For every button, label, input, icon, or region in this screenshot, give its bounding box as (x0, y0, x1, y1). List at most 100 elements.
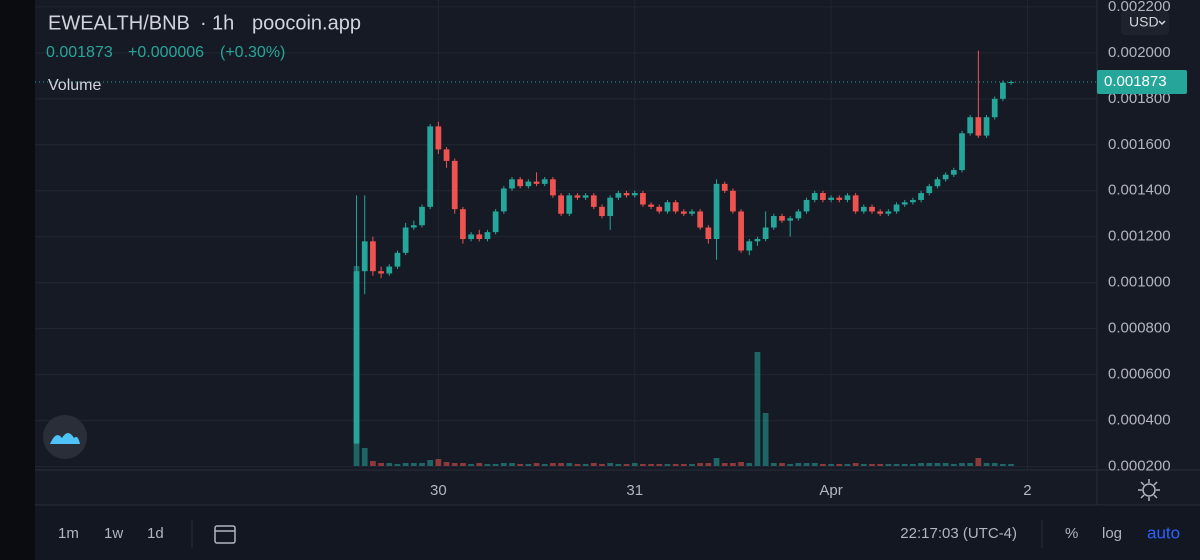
y-tick-label: 0.002000 (1108, 44, 1171, 61)
volume-bar (918, 463, 924, 466)
symbol: EWEALTH/BNB (48, 12, 190, 34)
candle-body (378, 271, 384, 274)
candle-body (394, 252, 401, 267)
volume-bar (541, 464, 548, 466)
volume-bar (631, 463, 638, 466)
candle-body (901, 202, 908, 205)
candle-body (770, 216, 777, 228)
candle-body (730, 190, 736, 212)
source: poocoin.app (252, 12, 361, 34)
volume-bar (779, 463, 785, 466)
candle-body (811, 193, 818, 200)
volume-bar (721, 463, 728, 466)
candle-body (631, 193, 638, 196)
candle-body (443, 149, 450, 161)
candle-body (558, 195, 564, 214)
x-tick-label: 30 (430, 482, 447, 499)
volume-bar (852, 463, 859, 466)
volume-bar (566, 463, 573, 466)
candle-body (942, 174, 949, 180)
grid (35, 0, 1097, 470)
range-button[interactable]: 1m (58, 525, 79, 542)
y-tick-label: 0.000400 (1108, 412, 1171, 429)
separator: · (200, 12, 207, 34)
volume-bar (697, 463, 704, 466)
candle-body (910, 199, 916, 203)
candle-body (934, 179, 941, 187)
volume-bar (443, 462, 450, 466)
volume-bar (590, 463, 597, 466)
candle-body (517, 179, 524, 187)
volume-bar (901, 464, 908, 466)
candle-body (664, 202, 671, 212)
volume-bar (860, 464, 867, 466)
candle-body (500, 188, 507, 212)
candle-body (525, 181, 532, 187)
candle-body (918, 193, 924, 200)
candle-body (1000, 82, 1006, 99)
volume-bar (910, 464, 916, 466)
volume-bar (811, 463, 818, 466)
change-percent: (+0.30%) (220, 44, 285, 61)
volume-bar (803, 463, 810, 466)
volume-bar (885, 464, 892, 466)
candle-body (893, 204, 900, 212)
percent-button[interactable]: % (1065, 525, 1078, 542)
candle-body (869, 206, 875, 212)
volume-bar (484, 464, 491, 466)
candle-body (427, 126, 434, 207)
currency: USD (1129, 14, 1159, 30)
candle-body (713, 183, 720, 240)
volume-bar (525, 464, 532, 466)
volume-bar (950, 464, 957, 466)
candle-body (795, 211, 802, 219)
date-range-button[interactable] (214, 525, 236, 544)
volume-bar (1000, 464, 1006, 466)
clock: 22:17:03 (UTC-4) (900, 525, 1017, 542)
candle-body (689, 211, 695, 214)
candle-body (926, 186, 933, 194)
candle-body (860, 206, 867, 212)
calendar-icon (214, 525, 236, 544)
candle-body (402, 227, 409, 253)
volume-bar (656, 464, 663, 466)
volume-bar (648, 464, 654, 466)
candle-body (566, 195, 573, 214)
volume-bar (500, 463, 507, 466)
volume-bar (746, 463, 753, 466)
volume-bar (509, 463, 515, 466)
y-tick-label: 0.000800 (1108, 320, 1171, 337)
candle-body (983, 117, 990, 136)
y-tick-label: 0.001000 (1108, 274, 1171, 291)
candle-body (353, 271, 360, 444)
gear-teeth (1138, 479, 1160, 501)
volume-bar (738, 462, 744, 466)
settings-button[interactable] (1138, 479, 1160, 501)
range-button[interactable]: 1w (104, 525, 123, 542)
candle-body (492, 211, 499, 233)
volume-bar (640, 464, 646, 466)
candle-body (468, 234, 474, 240)
volume-bar (795, 463, 802, 466)
candle-body (582, 195, 589, 198)
log-button[interactable]: log (1102, 525, 1122, 542)
candle-body (410, 225, 417, 228)
candle-body (754, 239, 761, 242)
last-price-box (1097, 70, 1187, 95)
candle-body (640, 193, 646, 205)
volume-bar (942, 463, 949, 466)
candle-body (779, 216, 785, 221)
range-button[interactable]: 1d (147, 525, 164, 542)
currency-button[interactable]: USD (1121, 11, 1169, 35)
candle-body (738, 211, 744, 251)
candle-body (959, 133, 965, 171)
volume-bar (582, 464, 589, 466)
candle-body (541, 179, 548, 184)
auto-button[interactable]: auto (1147, 523, 1180, 542)
volume-bar (615, 464, 622, 466)
y-tick-label: 0.001400 (1108, 182, 1171, 199)
volume-bar (689, 464, 695, 466)
volume-bar (370, 461, 376, 466)
candle-body (533, 181, 540, 184)
